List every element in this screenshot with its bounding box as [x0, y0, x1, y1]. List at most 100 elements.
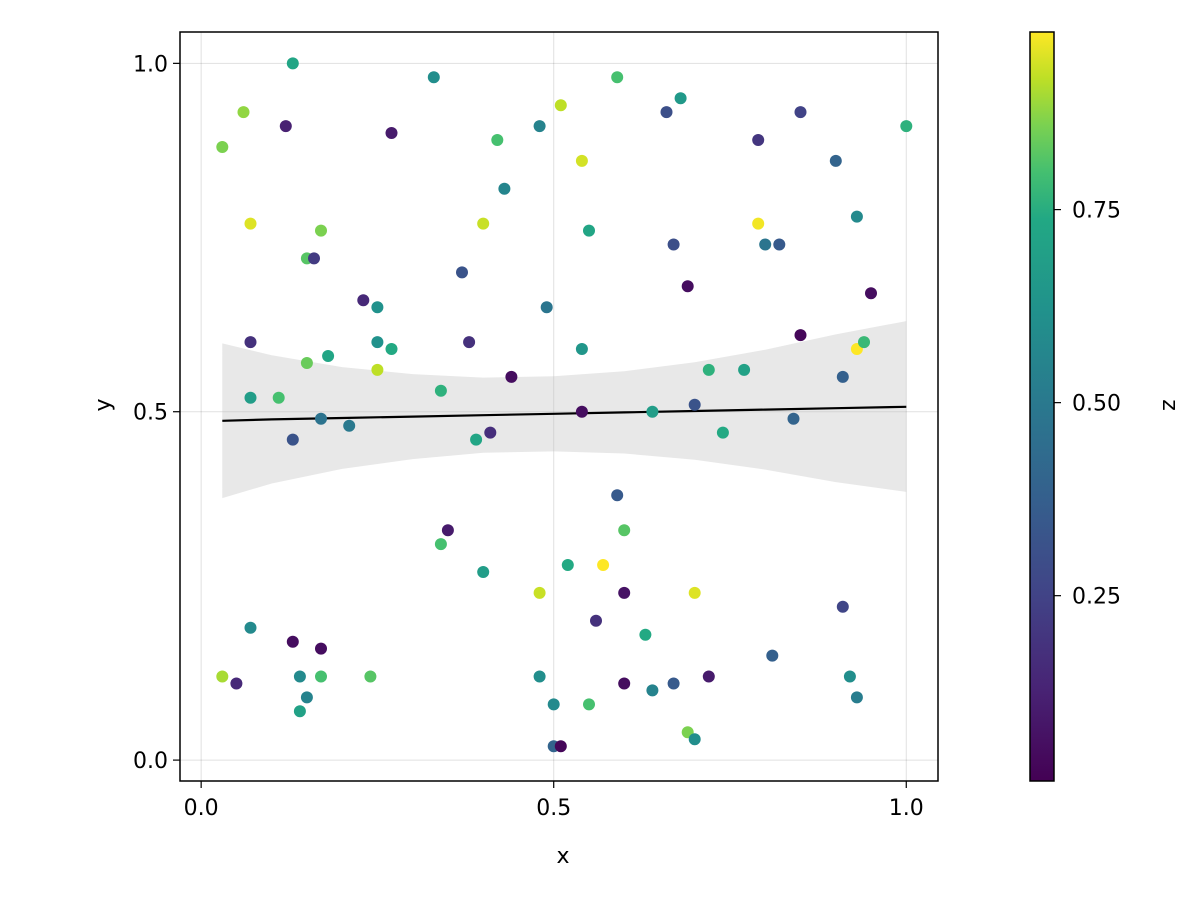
scatter-point [618, 586, 631, 599]
scatter-point [357, 294, 370, 307]
scatter-point [456, 266, 468, 279]
scatter-point [618, 524, 631, 537]
scatter-point [286, 433, 299, 446]
colorbar-tick-label: 0.75 [1072, 199, 1121, 224]
scatter-point [470, 433, 483, 446]
scatter-point [244, 391, 257, 404]
scatter-point [315, 670, 327, 683]
scatter-point [738, 363, 751, 376]
scatter-point [850, 691, 863, 704]
scatter-point [477, 566, 490, 578]
colorbar-label: z [1157, 399, 1182, 411]
scatter-point [322, 350, 335, 362]
scatter-point [794, 106, 807, 119]
scatter-point [561, 559, 574, 571]
scatter-point [272, 391, 285, 404]
x-tick-label: 0.5 [536, 796, 571, 821]
scatter-point [836, 600, 849, 613]
scatter-point [293, 705, 306, 718]
scatter-point [900, 120, 913, 133]
scatter-point [716, 426, 729, 439]
y-tick-label: 0.5 [133, 401, 168, 426]
scatter-point [575, 405, 588, 418]
scatter-point [773, 238, 786, 251]
scatter-point [829, 154, 842, 167]
scatter-point [554, 740, 567, 753]
scatter-point [583, 224, 595, 237]
scatter-point [300, 357, 313, 369]
scatter-point [533, 120, 546, 133]
x-tick-label: 0.0 [184, 796, 219, 821]
scatter-point [667, 677, 680, 690]
scatter-point [371, 336, 384, 349]
scatter-point [766, 649, 779, 662]
scatter-point [244, 336, 257, 349]
scatter-point [533, 586, 546, 599]
scatter-point [540, 301, 553, 314]
scatter-point [434, 384, 447, 397]
scatter-point [244, 217, 257, 230]
y-tick-label: 1.0 [133, 52, 168, 77]
scatter-point [618, 677, 631, 690]
scatter-point [434, 538, 447, 551]
confidence-band [222, 321, 907, 499]
colorbar-tick-label: 0.25 [1072, 585, 1121, 610]
y-axis-ticks: 0.0 0.5 1.0 [133, 52, 180, 774]
scatter-point [646, 405, 659, 418]
scatter-point [484, 426, 497, 439]
scatter-point [477, 217, 490, 230]
scatter-point [858, 336, 870, 349]
scatter-point [279, 120, 292, 133]
scatter-point [315, 642, 327, 655]
scatter-point [583, 698, 595, 711]
plot-frame [179, 31, 939, 782]
scatter-point [611, 71, 624, 84]
scatter-point [315, 412, 327, 425]
scatter-point [794, 329, 807, 342]
scatter-point [646, 684, 659, 697]
x-axis-label: x [556, 844, 569, 869]
scatter-point [688, 733, 701, 746]
scatter-point [293, 670, 306, 683]
y-tick-label: 0.0 [133, 749, 168, 774]
scatter-point [364, 670, 377, 683]
scatter-point [371, 301, 384, 314]
scatter-point [865, 287, 877, 300]
scatter-point [547, 698, 560, 711]
scatter-point [752, 217, 765, 230]
scatter-point [611, 489, 624, 502]
scatter-point [427, 71, 440, 84]
scatter-point [688, 398, 701, 411]
scatter-point [216, 670, 229, 683]
colorbar [1029, 31, 1055, 782]
scatter-point [385, 127, 398, 139]
scatter-point [463, 336, 476, 349]
scatter-point [597, 559, 610, 571]
scatter-point [441, 524, 454, 537]
scatter-point [759, 238, 772, 251]
scatter-point [787, 412, 800, 425]
scatter-points [216, 57, 913, 753]
scatter-point [237, 106, 250, 119]
scatter-point [674, 92, 687, 105]
scatter-point [836, 370, 849, 383]
scatter-point [505, 370, 518, 383]
scatter-point [575, 154, 588, 167]
scatter-point [385, 343, 398, 355]
scatter-point [575, 343, 588, 355]
scatter-point [315, 224, 327, 237]
scatter-point [230, 677, 243, 690]
scatter-point [554, 99, 567, 112]
scatter-point [533, 670, 546, 683]
x-tick-label: 1.0 [889, 796, 924, 821]
scatter-point [681, 280, 694, 293]
scatter-point [639, 628, 652, 641]
scatter-point [688, 586, 701, 599]
confidence-band-layer [222, 321, 907, 499]
scatter-point [244, 621, 257, 634]
scatter-point [702, 670, 715, 683]
colorbar-tick-label: 0.50 [1072, 392, 1121, 417]
scatter-point [371, 363, 384, 376]
scatter-point [590, 614, 602, 627]
scatter-point [308, 252, 320, 265]
